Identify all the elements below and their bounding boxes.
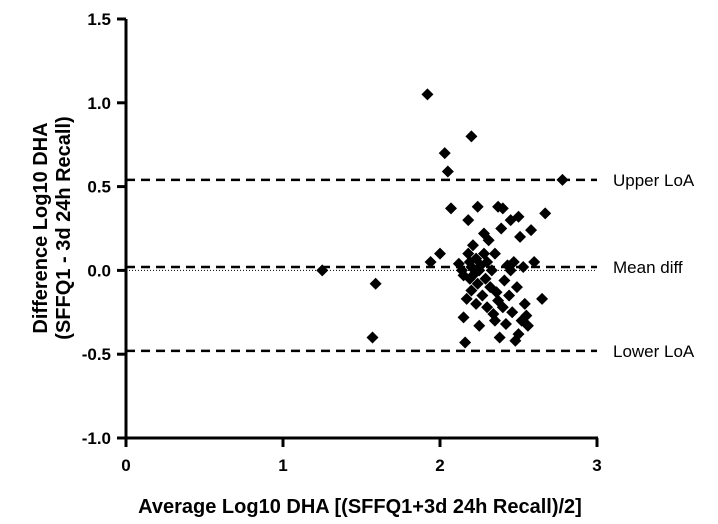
annotation-upper-loa: Upper LoA — [613, 171, 695, 190]
data-point — [470, 297, 483, 310]
data-point — [459, 336, 472, 349]
data-point — [485, 264, 498, 277]
data-point — [536, 292, 549, 305]
data-point — [466, 239, 479, 252]
data-point — [473, 319, 486, 332]
data-point — [496, 301, 509, 314]
data-point — [465, 284, 478, 297]
data-point — [488, 247, 501, 260]
data-point — [496, 202, 509, 215]
data-point — [471, 200, 484, 213]
data-point — [457, 311, 470, 324]
data-point — [514, 230, 527, 243]
data-point — [482, 234, 495, 247]
data-point — [510, 281, 523, 294]
y-tick-label: -1.0 — [82, 429, 111, 448]
data-point — [504, 264, 517, 277]
x-tick-label: 3 — [592, 456, 601, 475]
data-point — [512, 328, 525, 341]
x-tick-label: 1 — [278, 456, 287, 475]
data-point — [517, 261, 530, 274]
data-point — [481, 301, 494, 314]
y-tick-label: 1.0 — [87, 94, 111, 113]
data-point — [444, 202, 457, 215]
data-point — [504, 214, 517, 227]
y-tick-label: 0.5 — [87, 178, 111, 197]
x-tick-label: 2 — [435, 456, 444, 475]
x-axis-title: Average Log10 DHA [(SFFQ1+3d 24h Recall)… — [138, 496, 582, 518]
data-point — [528, 256, 541, 269]
data-point — [490, 286, 503, 299]
y-tick-label: 0.0 — [87, 261, 111, 280]
data-point — [460, 292, 473, 305]
annotation-lower-loa: Lower LoA — [613, 342, 695, 361]
data-point — [434, 247, 446, 260]
data-point — [477, 247, 490, 260]
data-point — [525, 224, 538, 237]
data-point — [424, 256, 437, 269]
y-axis-title-line2: (SFFQ1 - 3d 24h Recall) — [53, 116, 75, 339]
data-point — [366, 331, 379, 344]
data-point — [462, 214, 475, 227]
data-point — [471, 277, 484, 290]
data-point — [441, 165, 454, 178]
annotation-mean-diff: Mean diff — [613, 258, 683, 277]
y-axis-title-line1: Difference Log10 DHA — [30, 122, 52, 333]
data-point — [495, 222, 508, 235]
data-point — [488, 314, 501, 327]
data-point — [499, 318, 512, 331]
data-point — [493, 331, 506, 344]
y-tick-label: -0.5 — [82, 345, 111, 364]
data-point — [479, 272, 492, 285]
data-point — [521, 319, 534, 332]
data-point — [507, 256, 520, 269]
data-point — [506, 306, 519, 319]
data-point — [520, 309, 533, 322]
data-point — [476, 289, 489, 302]
data-point — [438, 147, 451, 160]
data-point — [462, 247, 475, 260]
data-point — [539, 207, 552, 220]
data-point — [316, 264, 329, 277]
y-tick-label: 1.5 — [87, 10, 111, 29]
x-tick-label: 0 — [121, 456, 130, 475]
data-point — [512, 210, 525, 223]
data-point — [518, 297, 531, 310]
data-point — [421, 88, 434, 101]
data-point — [481, 256, 494, 269]
data-point — [503, 289, 516, 302]
data-point — [465, 130, 478, 143]
data-point — [498, 274, 511, 287]
data-point — [369, 277, 382, 290]
data-point — [556, 173, 569, 186]
